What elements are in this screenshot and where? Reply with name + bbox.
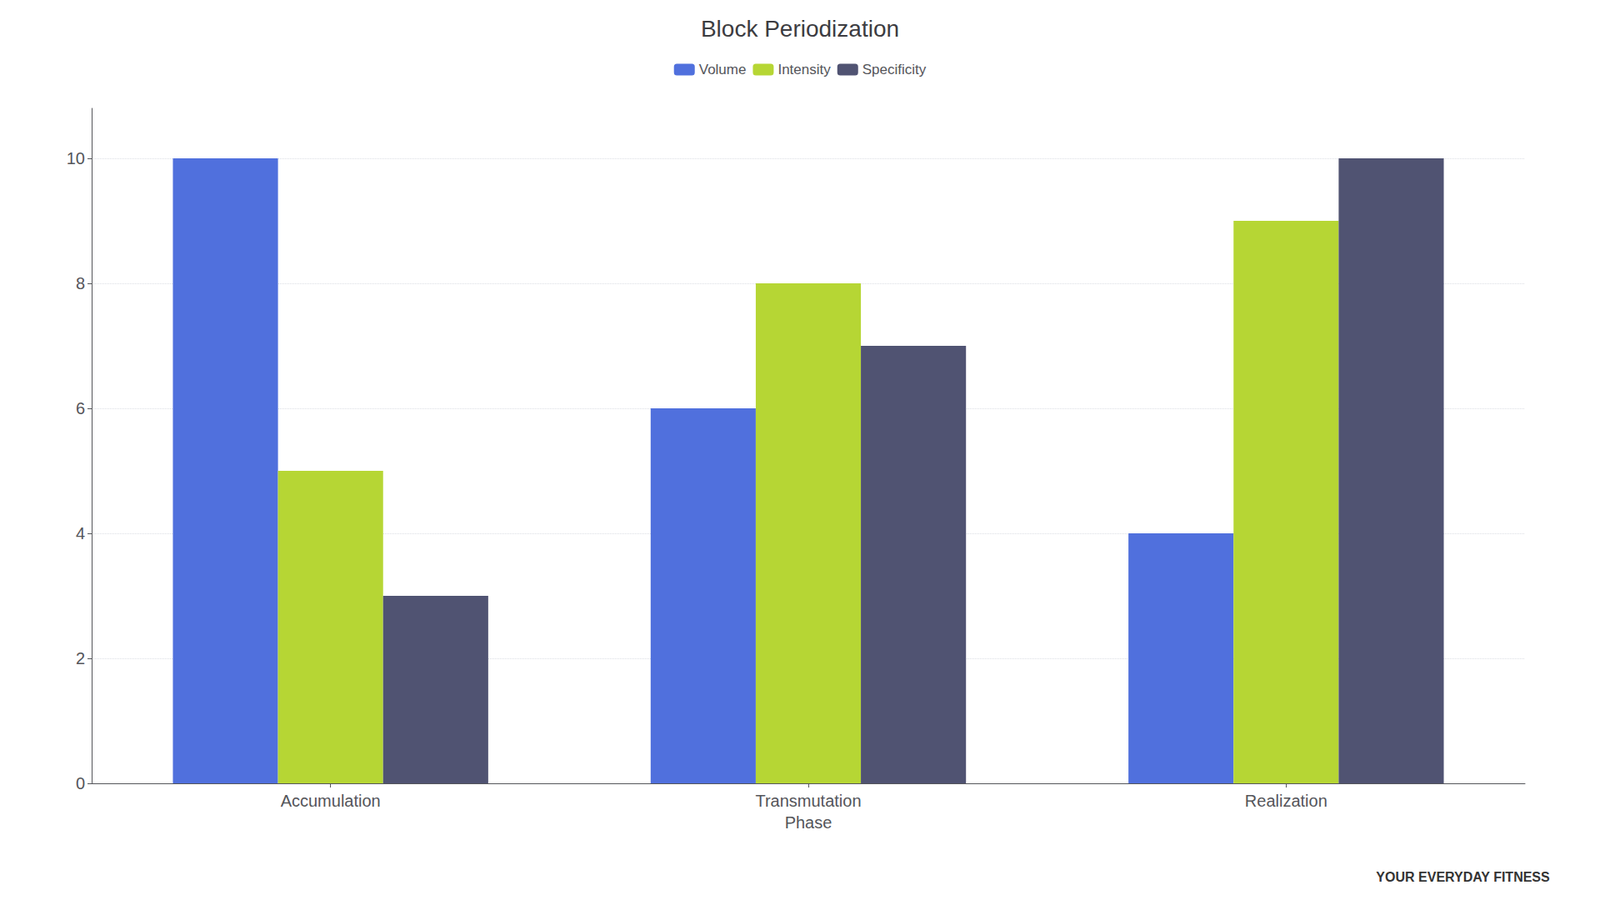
svg-text:6: 6 (75, 399, 85, 418)
svg-text:10: 10 (66, 149, 85, 168)
svg-text:4: 4 (75, 524, 85, 543)
svg-text:0: 0 (75, 774, 85, 793)
svg-text:Transmutation: Transmutation (755, 791, 861, 810)
svg-text:Intensity: Intensity (777, 61, 831, 78)
svg-text:Volume: Volume (699, 61, 747, 78)
svg-text:Phase: Phase (785, 813, 833, 832)
svg-text:Block Periodization: Block Periodization (700, 15, 900, 42)
svg-text:Accumulation: Accumulation (280, 791, 381, 810)
svg-text:2: 2 (75, 649, 85, 668)
svg-text:8: 8 (75, 274, 85, 293)
svg-text:Realization: Realization (1245, 791, 1328, 810)
svg-text:Specificity: Specificity (862, 61, 927, 78)
svg-text:YOUR EVERYDAY FITNESS: YOUR EVERYDAY FITNESS (1375, 870, 1550, 885)
